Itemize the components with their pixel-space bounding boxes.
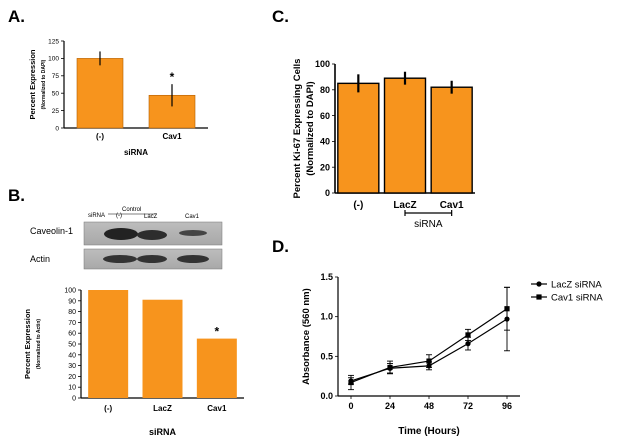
y-axis-sublabel: (Normalized to DAPI) [41,59,47,109]
blot-row-label-1: Caveolin-1 [30,226,73,236]
y-tick-label: 80 [320,85,330,95]
significance-marker: * [214,325,219,339]
x-tick-label: Cav1 [440,200,464,211]
y-tick-label: 0.0 [320,391,333,401]
x-tick-label: Cav1 [207,404,227,413]
band-actin-cav1 [177,255,209,263]
bar [337,82,380,194]
western-blot: siRNA Control (-) LacZ Cav1 Caveolin-1 A… [30,207,223,270]
band-caveolin-neg [104,228,138,240]
y-tick-label: 100 [315,59,330,69]
y-axis-sublabel: (Normalized to Actin) [36,319,42,369]
y-axis-label: Absorbance (560 nm) [301,288,312,385]
data-point [426,358,432,364]
legend-marker [536,281,542,287]
x-tick-label: 24 [385,401,395,411]
y-axis-label: Percent Ki-67 Expressing Cells [292,59,303,199]
significance-marker: * [170,70,175,84]
x-tick-label: (-) [353,200,363,211]
y-tick-label: 100 [64,287,76,294]
bar [142,299,183,398]
x-tick-label: (-) [96,132,104,141]
y-tick-label: 40 [68,352,76,359]
legend-marker [536,294,542,300]
band-actin-neg [103,255,137,263]
x-axis-label: siRNA [149,427,177,437]
y-tick-label: 60 [320,111,330,121]
panel-letter-b: B. [8,186,25,205]
panel-letter-c: C. [272,7,289,26]
x-tick-label: 72 [463,401,473,411]
series-line-2 [350,308,508,384]
data-point [348,379,354,386]
y-tick-label: 1.0 [320,312,333,322]
x-tick-label: LacZ [393,200,416,211]
blot-lane-label-1: (-) [116,213,122,219]
bracket-label: siRNA [414,219,443,230]
band-caveolin-lacz [137,230,167,240]
chart-b: 0 10 20 30 40 50 60 70 80 90 100 (-) LacZ Cav1 * Percen… [23,287,244,437]
legend-label: Cav1 siRNA [551,293,603,304]
x-tick-label: 48 [424,401,434,411]
bar [88,290,129,398]
data-point [504,306,510,312]
y-tick-label: 50 [68,341,76,348]
band-caveolin-cav1 [179,230,207,236]
y-tick-label: 80 [68,309,76,316]
x-tick-label: 96 [502,401,512,411]
x-axis-label: Time (Hours) [398,426,460,437]
y-tick-label: 75 [52,73,60,80]
y-tick-label: 70 [68,320,76,327]
chart-a: 0 25 50 75 100 125 (-) Cav1 * Percent Expression (… [28,38,208,157]
y-axis-sublabel: (Normalized to DAPI) [305,81,316,175]
y-tick-label: 1.5 [320,272,333,282]
data-point [465,332,471,338]
y-tick-label: 0 [55,125,59,132]
blot-group-label: Control [122,207,141,213]
x-tick-label: Cav1 [162,132,182,141]
chart-d: 0.0 0.5 1.0 1.5 0 24 48 72 96 LacZ siRNA Cav1 siRN… [301,272,603,437]
x-tick-label: 0 [348,401,353,411]
blot-lane-label-2: LacZ [144,214,158,220]
y-tick-label: 0 [325,188,330,198]
bar [430,86,473,194]
y-tick-label: 20 [320,162,330,172]
x-tick-label: (-) [104,404,112,413]
y-tick-label: 60 [68,331,76,338]
series-line-1 [350,318,508,382]
y-tick-label: 20 [68,374,76,381]
blot-row-label-2: Actin [30,254,50,264]
y-axis-label: Percent Expression [28,49,37,119]
blot-lane-header: siRNA [88,213,105,219]
y-tick-label: 50 [52,90,60,97]
y-axis-label: Percent Expression [23,309,32,379]
data-point [465,341,471,347]
y-tick-label: 125 [48,38,59,45]
x-axis-label: siRNA [124,148,148,157]
data-point [387,364,393,371]
bar [196,338,237,398]
bar [383,77,427,194]
panel-letter-d: D. [272,237,289,256]
y-tick-label: 0 [72,395,76,402]
x-tick-label: LacZ [153,404,172,413]
y-tick-label: 30 [68,363,76,370]
blot-lane-label-3: Cav1 [185,214,200,220]
y-tick-label: 90 [68,298,76,305]
bar [76,58,124,129]
band-actin-lacz [137,255,167,263]
y-tick-label: 25 [52,108,60,115]
chart-c: 0 20 40 60 80 100 (-) LacZ Cav1 Percent Ki-67 Exp… [292,59,475,230]
y-tick-label: 40 [320,137,330,147]
legend-label: LacZ siRNA [551,280,602,291]
y-tick-label: 10 [68,385,76,392]
panel-letter-a: A. [8,7,25,26]
y-tick-label: 100 [48,56,59,63]
y-tick-label: 0.5 [320,351,333,361]
